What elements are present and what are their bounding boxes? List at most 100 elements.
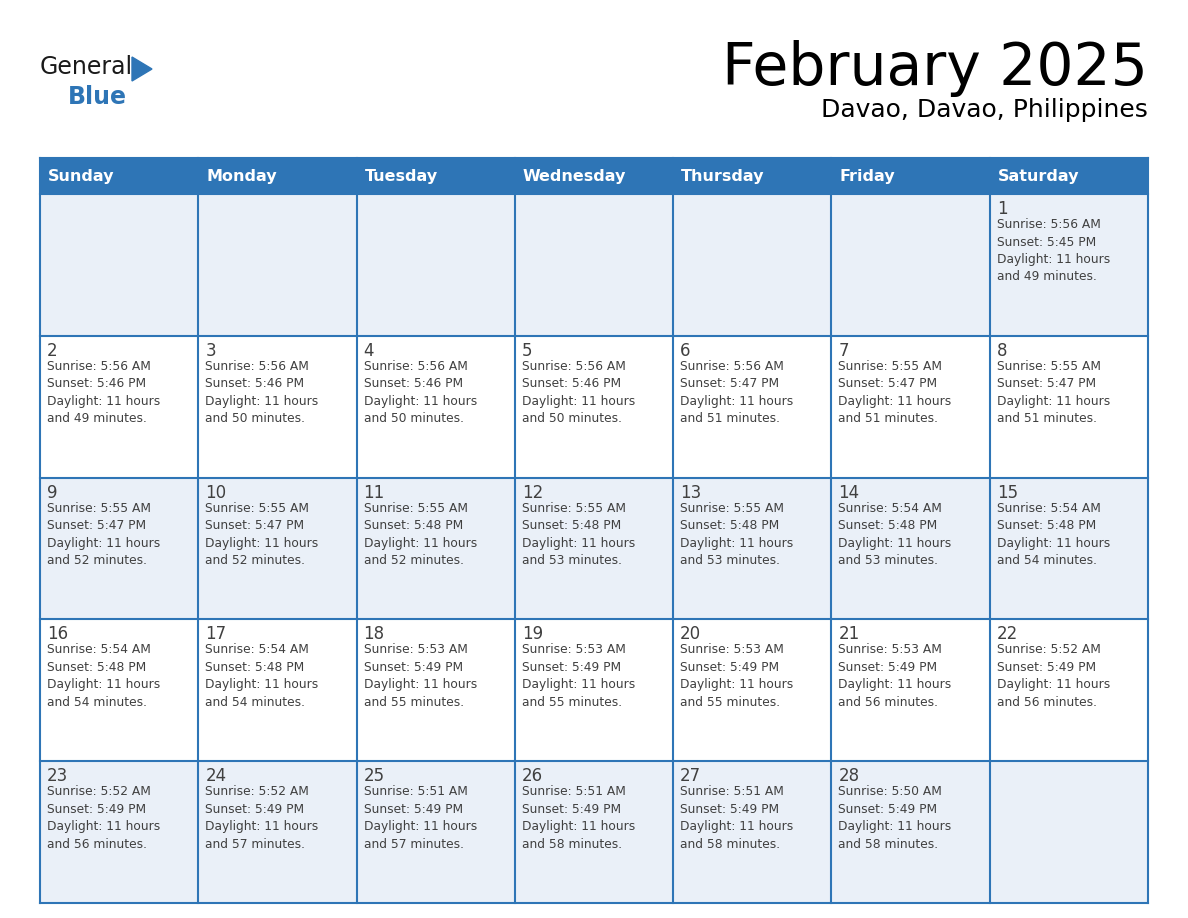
Text: 19: 19 — [522, 625, 543, 644]
Bar — [990, 336, 1148, 477]
Bar — [356, 620, 514, 761]
Text: Sunrise: 5:53 AM
Sunset: 5:49 PM
Daylight: 11 hours
and 55 minutes.: Sunrise: 5:53 AM Sunset: 5:49 PM Dayligh… — [522, 644, 636, 709]
Text: Sunrise: 5:52 AM
Sunset: 5:49 PM
Daylight: 11 hours
and 56 minutes.: Sunrise: 5:52 AM Sunset: 5:49 PM Dayligh… — [997, 644, 1110, 709]
Bar — [198, 620, 356, 761]
Bar — [514, 620, 674, 761]
Text: 21: 21 — [839, 625, 860, 644]
Bar — [514, 158, 674, 194]
Text: Sunrise: 5:56 AM
Sunset: 5:47 PM
Daylight: 11 hours
and 51 minutes.: Sunrise: 5:56 AM Sunset: 5:47 PM Dayligh… — [681, 360, 794, 425]
Text: Davao, Davao, Philippines: Davao, Davao, Philippines — [821, 98, 1148, 122]
Text: Sunrise: 5:54 AM
Sunset: 5:48 PM
Daylight: 11 hours
and 54 minutes.: Sunrise: 5:54 AM Sunset: 5:48 PM Dayligh… — [997, 501, 1110, 567]
Bar — [832, 158, 990, 194]
Text: 18: 18 — [364, 625, 385, 644]
Bar — [832, 620, 990, 761]
Text: February 2025: February 2025 — [722, 40, 1148, 97]
Text: 17: 17 — [206, 625, 227, 644]
Bar — [198, 761, 356, 903]
Text: 25: 25 — [364, 767, 385, 785]
Bar — [990, 158, 1148, 194]
Bar — [514, 336, 674, 477]
Bar — [40, 761, 198, 903]
Text: Sunrise: 5:51 AM
Sunset: 5:49 PM
Daylight: 11 hours
and 57 minutes.: Sunrise: 5:51 AM Sunset: 5:49 PM Dayligh… — [364, 785, 476, 851]
Bar — [198, 194, 356, 336]
Text: Sunday: Sunday — [48, 170, 114, 185]
Text: Monday: Monday — [207, 170, 277, 185]
Bar — [674, 620, 832, 761]
Text: Blue: Blue — [68, 85, 127, 109]
Text: 8: 8 — [997, 341, 1007, 360]
Text: 11: 11 — [364, 484, 385, 501]
Text: Sunrise: 5:56 AM
Sunset: 5:46 PM
Daylight: 11 hours
and 50 minutes.: Sunrise: 5:56 AM Sunset: 5:46 PM Dayligh… — [364, 360, 476, 425]
Text: Sunrise: 5:55 AM
Sunset: 5:47 PM
Daylight: 11 hours
and 52 minutes.: Sunrise: 5:55 AM Sunset: 5:47 PM Dayligh… — [206, 501, 318, 567]
Bar — [674, 761, 832, 903]
Bar — [832, 194, 990, 336]
Bar — [40, 620, 198, 761]
Bar — [514, 477, 674, 620]
Text: Tuesday: Tuesday — [365, 170, 437, 185]
Bar — [198, 158, 356, 194]
Text: Wednesday: Wednesday — [523, 170, 626, 185]
Text: 2: 2 — [48, 341, 58, 360]
Bar — [356, 158, 514, 194]
Text: 22: 22 — [997, 625, 1018, 644]
Bar — [40, 477, 198, 620]
Text: Sunrise: 5:55 AM
Sunset: 5:48 PM
Daylight: 11 hours
and 53 minutes.: Sunrise: 5:55 AM Sunset: 5:48 PM Dayligh… — [522, 501, 636, 567]
Text: Sunrise: 5:55 AM
Sunset: 5:47 PM
Daylight: 11 hours
and 51 minutes.: Sunrise: 5:55 AM Sunset: 5:47 PM Dayligh… — [997, 360, 1110, 425]
Bar — [356, 477, 514, 620]
Bar — [832, 477, 990, 620]
Text: 16: 16 — [48, 625, 68, 644]
Text: Saturday: Saturday — [998, 170, 1079, 185]
Bar — [198, 477, 356, 620]
Text: Sunrise: 5:53 AM
Sunset: 5:49 PM
Daylight: 11 hours
and 55 minutes.: Sunrise: 5:53 AM Sunset: 5:49 PM Dayligh… — [681, 644, 794, 709]
Bar — [514, 194, 674, 336]
Text: Sunrise: 5:51 AM
Sunset: 5:49 PM
Daylight: 11 hours
and 58 minutes.: Sunrise: 5:51 AM Sunset: 5:49 PM Dayligh… — [681, 785, 794, 851]
Text: Sunrise: 5:52 AM
Sunset: 5:49 PM
Daylight: 11 hours
and 57 minutes.: Sunrise: 5:52 AM Sunset: 5:49 PM Dayligh… — [206, 785, 318, 851]
Text: 5: 5 — [522, 341, 532, 360]
Text: Sunrise: 5:56 AM
Sunset: 5:45 PM
Daylight: 11 hours
and 49 minutes.: Sunrise: 5:56 AM Sunset: 5:45 PM Dayligh… — [997, 218, 1110, 284]
Bar — [990, 761, 1148, 903]
Text: Sunrise: 5:55 AM
Sunset: 5:48 PM
Daylight: 11 hours
and 52 minutes.: Sunrise: 5:55 AM Sunset: 5:48 PM Dayligh… — [364, 501, 476, 567]
Text: Sunrise: 5:53 AM
Sunset: 5:49 PM
Daylight: 11 hours
and 55 minutes.: Sunrise: 5:53 AM Sunset: 5:49 PM Dayligh… — [364, 644, 476, 709]
Text: Sunrise: 5:55 AM
Sunset: 5:48 PM
Daylight: 11 hours
and 53 minutes.: Sunrise: 5:55 AM Sunset: 5:48 PM Dayligh… — [681, 501, 794, 567]
Text: Sunrise: 5:53 AM
Sunset: 5:49 PM
Daylight: 11 hours
and 56 minutes.: Sunrise: 5:53 AM Sunset: 5:49 PM Dayligh… — [839, 644, 952, 709]
Bar — [674, 336, 832, 477]
Bar — [514, 761, 674, 903]
Bar — [832, 761, 990, 903]
Text: Sunrise: 5:50 AM
Sunset: 5:49 PM
Daylight: 11 hours
and 58 minutes.: Sunrise: 5:50 AM Sunset: 5:49 PM Dayligh… — [839, 785, 952, 851]
Text: Sunrise: 5:56 AM
Sunset: 5:46 PM
Daylight: 11 hours
and 50 minutes.: Sunrise: 5:56 AM Sunset: 5:46 PM Dayligh… — [206, 360, 318, 425]
Bar — [674, 158, 832, 194]
Text: 9: 9 — [48, 484, 57, 501]
Bar — [832, 336, 990, 477]
Text: Friday: Friday — [840, 170, 895, 185]
Bar — [198, 336, 356, 477]
Text: 1: 1 — [997, 200, 1007, 218]
Text: 10: 10 — [206, 484, 227, 501]
Text: 7: 7 — [839, 341, 849, 360]
Bar — [990, 620, 1148, 761]
Text: 6: 6 — [681, 341, 690, 360]
Text: 28: 28 — [839, 767, 860, 785]
Text: 4: 4 — [364, 341, 374, 360]
Text: Sunrise: 5:54 AM
Sunset: 5:48 PM
Daylight: 11 hours
and 54 minutes.: Sunrise: 5:54 AM Sunset: 5:48 PM Dayligh… — [206, 644, 318, 709]
Text: 14: 14 — [839, 484, 860, 501]
Bar — [990, 477, 1148, 620]
Bar — [40, 158, 198, 194]
Text: Sunrise: 5:55 AM
Sunset: 5:47 PM
Daylight: 11 hours
and 52 minutes.: Sunrise: 5:55 AM Sunset: 5:47 PM Dayligh… — [48, 501, 160, 567]
Text: Sunrise: 5:54 AM
Sunset: 5:48 PM
Daylight: 11 hours
and 54 minutes.: Sunrise: 5:54 AM Sunset: 5:48 PM Dayligh… — [48, 644, 160, 709]
Text: Sunrise: 5:55 AM
Sunset: 5:47 PM
Daylight: 11 hours
and 51 minutes.: Sunrise: 5:55 AM Sunset: 5:47 PM Dayligh… — [839, 360, 952, 425]
Bar — [356, 761, 514, 903]
Text: 24: 24 — [206, 767, 227, 785]
Text: 13: 13 — [681, 484, 701, 501]
Text: Sunrise: 5:52 AM
Sunset: 5:49 PM
Daylight: 11 hours
and 56 minutes.: Sunrise: 5:52 AM Sunset: 5:49 PM Dayligh… — [48, 785, 160, 851]
Bar — [990, 194, 1148, 336]
Bar — [40, 194, 198, 336]
Polygon shape — [132, 57, 152, 81]
Text: Thursday: Thursday — [681, 170, 765, 185]
Bar — [674, 194, 832, 336]
Text: 15: 15 — [997, 484, 1018, 501]
Text: General: General — [40, 55, 133, 79]
Text: 23: 23 — [48, 767, 68, 785]
Text: 12: 12 — [522, 484, 543, 501]
Text: 3: 3 — [206, 341, 216, 360]
Text: Sunrise: 5:56 AM
Sunset: 5:46 PM
Daylight: 11 hours
and 50 minutes.: Sunrise: 5:56 AM Sunset: 5:46 PM Dayligh… — [522, 360, 636, 425]
